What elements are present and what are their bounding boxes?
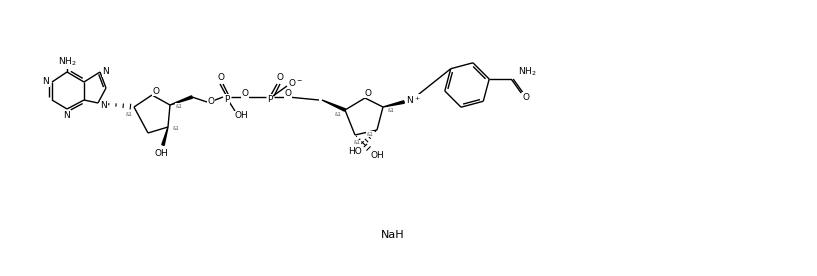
Text: &1: &1: [126, 113, 132, 118]
Text: OH: OH: [154, 148, 167, 158]
Text: N$^+$: N$^+$: [406, 94, 420, 106]
Text: &1: &1: [354, 140, 360, 145]
Text: O$^-$: O$^-$: [288, 76, 303, 87]
Text: NaH: NaH: [382, 230, 404, 240]
Text: OH: OH: [234, 112, 248, 121]
Text: O: O: [242, 89, 248, 99]
Text: HO: HO: [348, 147, 362, 155]
Polygon shape: [162, 127, 168, 145]
Text: P: P: [225, 94, 230, 104]
Text: &1: &1: [176, 104, 182, 108]
Text: O: O: [153, 86, 159, 95]
Text: N: N: [103, 68, 109, 76]
Text: OH: OH: [370, 152, 384, 161]
Text: NH$_2$: NH$_2$: [58, 56, 76, 68]
Text: O: O: [208, 97, 215, 107]
Text: O: O: [276, 73, 283, 83]
Text: &1: &1: [367, 131, 373, 137]
Polygon shape: [170, 96, 193, 105]
Text: &1: &1: [387, 107, 395, 113]
Text: O: O: [284, 89, 292, 99]
Text: O: O: [217, 73, 225, 83]
Polygon shape: [383, 101, 404, 107]
Text: NH$_2$: NH$_2$: [518, 66, 537, 78]
Text: &1: &1: [172, 126, 180, 131]
Text: O: O: [364, 89, 372, 97]
Text: N: N: [42, 78, 49, 86]
Text: O: O: [523, 92, 529, 102]
Text: N: N: [64, 110, 70, 120]
Text: N: N: [100, 100, 107, 110]
Polygon shape: [322, 100, 346, 111]
Text: P: P: [267, 94, 273, 104]
Text: &1: &1: [335, 113, 342, 118]
